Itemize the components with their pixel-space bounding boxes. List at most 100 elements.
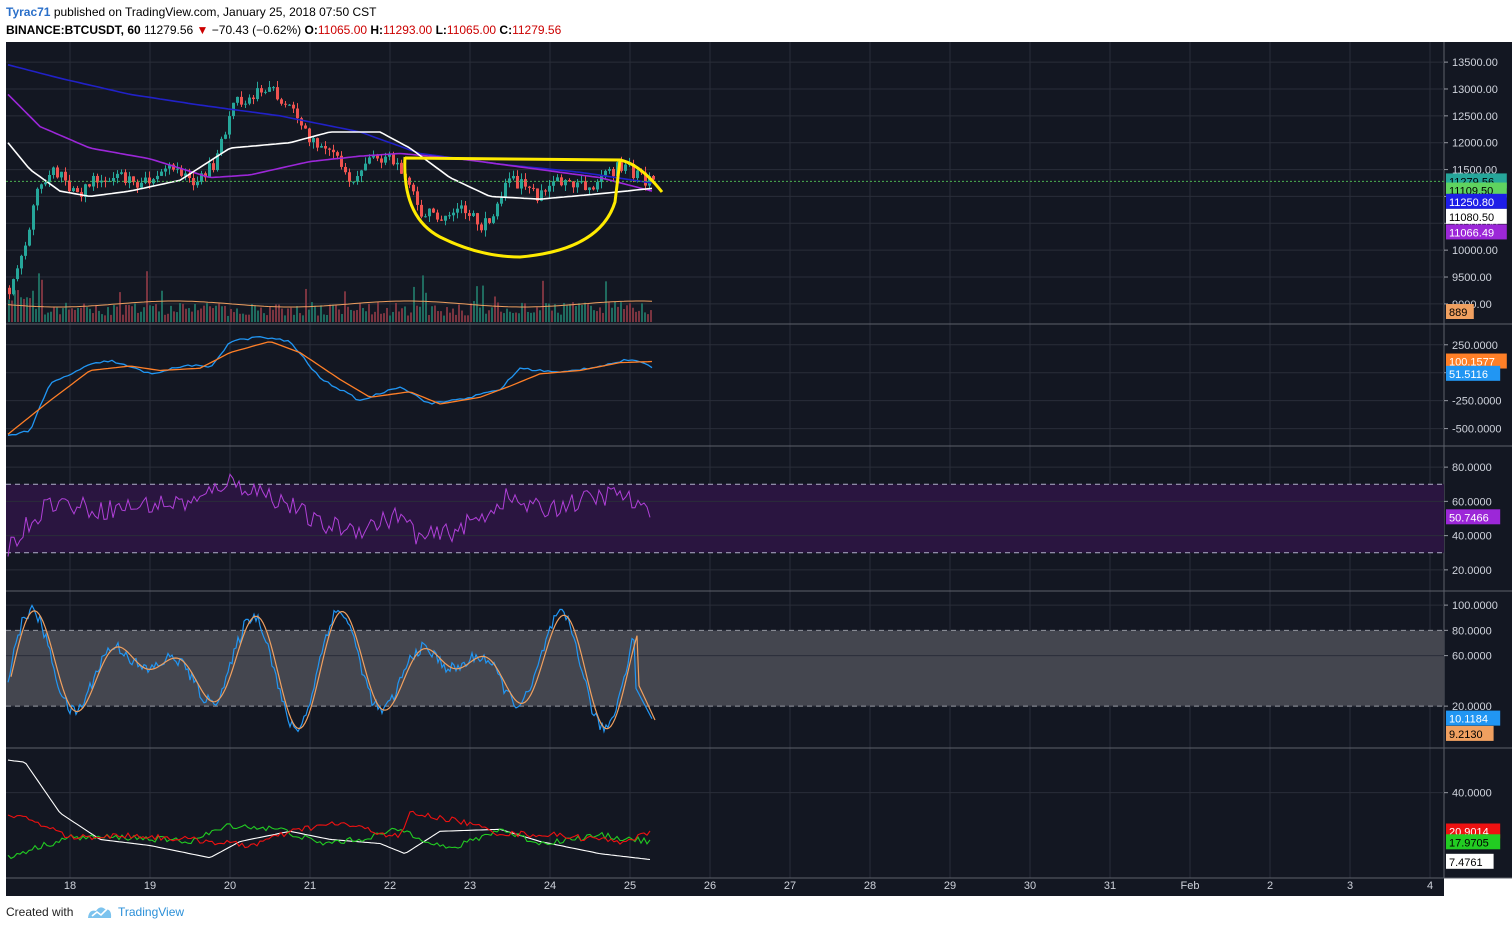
volume-bar bbox=[584, 302, 586, 322]
volume-bar bbox=[566, 305, 568, 322]
volume-bar bbox=[419, 306, 421, 322]
volume-bar bbox=[188, 308, 190, 322]
volume-bar bbox=[380, 313, 382, 322]
volume-bar bbox=[368, 303, 370, 322]
candle-body bbox=[212, 163, 215, 171]
volume-bar bbox=[554, 304, 556, 322]
candle-body bbox=[452, 212, 455, 216]
candle-body bbox=[576, 182, 579, 188]
candle-body bbox=[144, 177, 147, 183]
volume-bar bbox=[377, 302, 379, 322]
macd-value-label-bg bbox=[1446, 353, 1507, 369]
tradingview-link[interactable]: TradingView bbox=[118, 905, 185, 919]
time-axis-label: 26 bbox=[704, 880, 716, 892]
volume-bar bbox=[155, 304, 157, 322]
candle-body bbox=[108, 181, 111, 183]
candle-body bbox=[352, 181, 355, 183]
volume-bar bbox=[146, 271, 148, 322]
volume-bar bbox=[428, 315, 430, 322]
volume-bar bbox=[548, 303, 550, 322]
volume-bar bbox=[71, 308, 73, 322]
dmi-value-label: 17.9705 bbox=[1449, 837, 1489, 849]
candle-body bbox=[612, 169, 615, 177]
volume-bar bbox=[293, 314, 295, 322]
volume-bar bbox=[119, 292, 121, 322]
candle-body bbox=[636, 170, 639, 179]
candle-body bbox=[48, 175, 51, 183]
volume-bar bbox=[191, 311, 193, 322]
close-label: C: bbox=[499, 23, 513, 37]
volume-bar bbox=[287, 308, 289, 322]
plot-area bbox=[6, 42, 1444, 878]
axis-tick-label: 40.0000 bbox=[1452, 531, 1492, 543]
candle-body bbox=[508, 178, 511, 183]
price-label: 11080.50 bbox=[1449, 212, 1494, 224]
candle-body bbox=[76, 188, 79, 193]
volume-bar bbox=[533, 312, 535, 322]
price-label: 11250.80 bbox=[1449, 197, 1494, 209]
volume-bar bbox=[623, 309, 625, 322]
candle-body bbox=[100, 180, 103, 183]
volume-bar bbox=[182, 303, 184, 322]
candle-body bbox=[72, 188, 75, 192]
volume-bar bbox=[113, 305, 115, 322]
cup-annotation bbox=[403, 156, 622, 259]
candle-body bbox=[564, 180, 567, 186]
candle-body bbox=[152, 179, 155, 184]
volume-bar bbox=[530, 312, 532, 322]
volume-bar bbox=[401, 308, 403, 322]
volume-bar bbox=[512, 313, 514, 322]
candle-body bbox=[312, 138, 315, 143]
volume-bar bbox=[80, 307, 82, 322]
volume-bar bbox=[170, 305, 172, 322]
volume-bar bbox=[458, 304, 460, 322]
volume-bar bbox=[215, 305, 217, 322]
volume-bar bbox=[164, 314, 166, 322]
volume-bar bbox=[449, 312, 451, 322]
axis-tick-label: 60.0000 bbox=[1452, 651, 1492, 663]
candle-body bbox=[484, 218, 487, 231]
candle-body bbox=[448, 215, 451, 217]
axis-tick-label: 12500.00 bbox=[1452, 111, 1498, 123]
volume-bar bbox=[101, 314, 103, 322]
candle-body bbox=[168, 164, 171, 169]
volume-bar bbox=[302, 315, 304, 322]
volume-bar bbox=[563, 302, 565, 322]
volume-bar bbox=[344, 291, 346, 322]
volume-bar bbox=[476, 286, 478, 322]
candle-body bbox=[580, 181, 583, 183]
volume-bar bbox=[611, 307, 613, 322]
candle-body bbox=[96, 175, 99, 183]
close-value: 11279.56 bbox=[512, 23, 562, 37]
candle-body bbox=[588, 187, 591, 191]
candle-body bbox=[192, 178, 195, 186]
candle-body bbox=[8, 287, 11, 295]
stoch-d-line bbox=[10, 610, 656, 730]
candle-body bbox=[644, 172, 647, 186]
volume-bar bbox=[635, 311, 637, 322]
candle-body bbox=[28, 229, 31, 246]
author-link[interactable]: Tyrac71 bbox=[6, 5, 51, 19]
time-axis-label: 19 bbox=[144, 880, 156, 892]
high-value: 11293.00 bbox=[383, 23, 433, 37]
volume-bar bbox=[95, 304, 97, 322]
chart-canvas[interactable]: 18 19 20 21 22 23 24 25 26 27 28 29 30 31 Feb 2 3 413500.… bbox=[0, 42, 1512, 896]
candle-body bbox=[420, 204, 423, 217]
candle-body bbox=[552, 181, 555, 186]
volume-bar bbox=[131, 306, 133, 322]
candle-body bbox=[440, 219, 443, 221]
volume-bar bbox=[284, 315, 286, 322]
volume-bar bbox=[503, 313, 505, 322]
candle-body bbox=[336, 152, 339, 156]
chart-footer: Created with TradingView bbox=[0, 896, 1512, 930]
volume-bar bbox=[371, 314, 373, 322]
volume-bar bbox=[11, 300, 13, 322]
volume-bar bbox=[158, 311, 160, 322]
volume-bar bbox=[425, 292, 427, 322]
candle-body bbox=[288, 104, 291, 106]
open-value: 11065.00 bbox=[317, 23, 368, 37]
volume-bar bbox=[359, 302, 361, 322]
volume-bar bbox=[194, 303, 196, 322]
candle-body bbox=[244, 103, 247, 105]
time-axis-label: 24 bbox=[544, 880, 556, 892]
